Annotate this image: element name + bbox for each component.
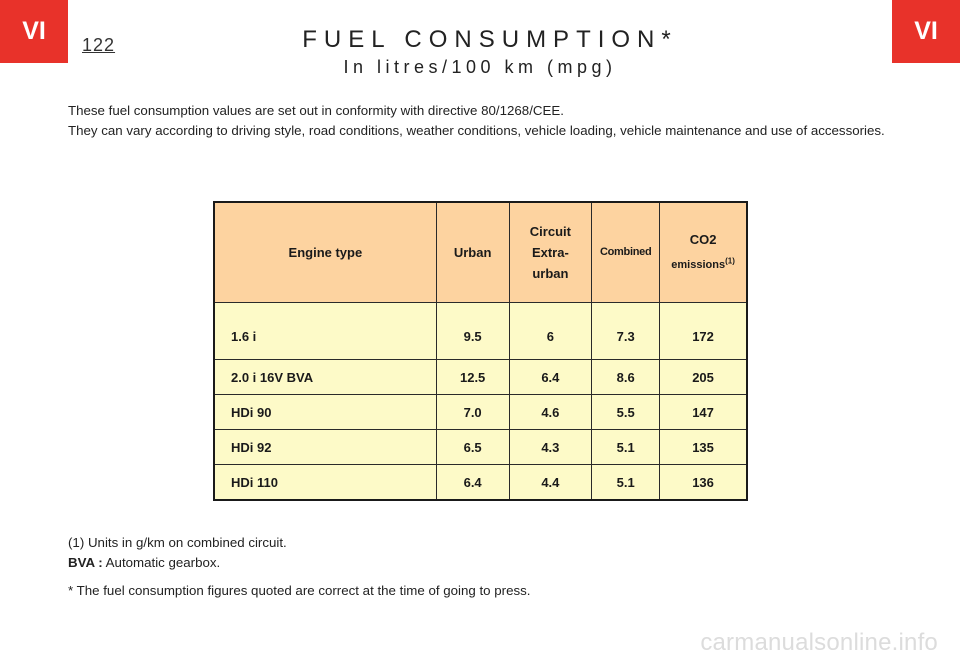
header-co2-label: CO2 [689, 232, 717, 248]
watermark: carmanualsonline.info [700, 629, 938, 656]
cell-engine: HDi 110 [213, 464, 437, 501]
cell-co2: 205 [659, 359, 748, 395]
footnote-units: (1) Units in g/km on combined circuit. [68, 535, 287, 550]
table-header: Engine type Urban Circuit Extra- urban C… [213, 201, 748, 303]
cell-extra-urban: 4.3 [508, 429, 593, 465]
cell-urban: 7.0 [435, 394, 510, 430]
cell-extra-urban: 6 [508, 302, 593, 360]
header-combined: Combined [591, 201, 661, 303]
header-co2-emissions-label: emissions [671, 258, 726, 271]
table-row: HDi 92 6.5 4.3 5.1 135 [213, 429, 748, 465]
fuel-consumption-table: Engine type Urban Circuit Extra- urban C… [213, 201, 748, 501]
intro-paragraph-directive: These fuel consumption values are set ou… [68, 103, 564, 118]
page-number: 122 [82, 35, 116, 55]
page-subtitle: In litres/100 km (mpg) [343, 57, 617, 77]
footnote-bva: BVA : Automatic gearbox. [68, 555, 220, 570]
cell-co2: 172 [659, 302, 748, 360]
table-header-row: Engine type Urban Circuit Extra- urban C… [213, 201, 748, 303]
cell-co2: 136 [659, 464, 748, 501]
cell-co2: 147 [659, 394, 748, 430]
table-row: HDi 110 6.4 4.4 5.1 136 [213, 464, 748, 501]
cell-combined: 8.6 [591, 359, 661, 395]
cell-combined: 7.3 [591, 302, 661, 360]
table-body: 1.6 i 9.5 6 7.3 172 2.0 i 16V BVA 12.5 6.4 8.6 20… [213, 302, 748, 501]
header-extra-line3: urban [532, 266, 569, 281]
cell-extra-urban: 6.4 [508, 359, 593, 395]
section-tab-right: VI [892, 0, 960, 63]
footnote-bva-label: BVA : [68, 555, 103, 570]
cell-extra-urban: 4.6 [508, 394, 593, 430]
cell-urban: 6.5 [435, 429, 510, 465]
cell-engine: 2.0 i 16V BVA [213, 359, 437, 395]
cell-extra-urban: 4.4 [508, 464, 593, 501]
header-urban: Urban [435, 201, 510, 303]
header-co2: CO2 emissions(1) [659, 201, 748, 303]
header-extra-urban: Circuit Extra- urban [508, 201, 593, 303]
header-co2-emissions: emissions(1) [671, 256, 735, 271]
cell-urban: 12.5 [435, 359, 510, 395]
cell-engine: HDi 90 [213, 394, 437, 430]
table-row: HDi 90 7.0 4.6 5.5 147 [213, 394, 748, 430]
cell-urban: 6.4 [435, 464, 510, 501]
header-engine-type: Engine type [213, 201, 437, 303]
cell-engine: 1.6 i [213, 302, 437, 360]
section-tab-left: VI [0, 0, 68, 63]
header-extra-line2: Extra- [531, 245, 569, 260]
cell-co2: 135 [659, 429, 748, 465]
intro-paragraph-conditions: They can vary according to driving style… [68, 123, 885, 138]
cell-combined: 5.5 [591, 394, 661, 430]
cell-engine: HDi 92 [213, 429, 437, 465]
cell-urban: 9.5 [435, 302, 510, 360]
page-title: FUEL CONSUMPTION* [302, 26, 678, 53]
table-row: 2.0 i 16V BVA 12.5 6.4 8.6 205 [213, 359, 748, 395]
cell-combined: 5.1 [591, 429, 661, 465]
header-extra-line1: Circuit [529, 224, 571, 239]
cell-combined: 5.1 [591, 464, 661, 501]
table-row: 1.6 i 9.5 6 7.3 172 [213, 302, 748, 360]
header-co2-footnote-ref: (1) [725, 256, 735, 266]
footnote-press: * The fuel consumption figures quoted ar… [68, 583, 531, 598]
footnote-bva-text: Automatic gearbox. [102, 555, 221, 570]
